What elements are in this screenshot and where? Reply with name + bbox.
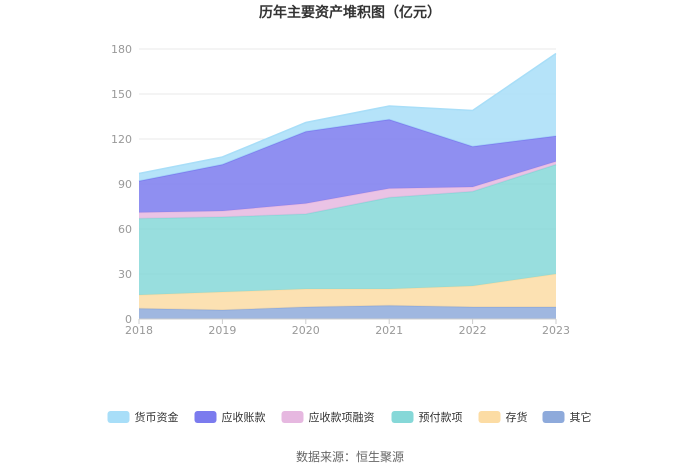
legend-swatch [281,411,304,423]
area-series-4 [139,119,556,213]
legend-item[interactable]: 货币资金 [107,410,179,424]
legend-item[interactable]: 其它 [542,410,592,424]
chart-title: 历年主要资产堆积图（亿元） [259,4,441,21]
y-tick-label: 90 [118,178,132,191]
area-series-1 [139,274,556,310]
area-series-5-edge [138,52,557,175]
legend-item[interactable]: 应收款项融资 [281,410,375,424]
legend-swatch [391,411,414,423]
y-tick-label: 0 [125,313,132,326]
y-tick-label: 180 [111,43,132,56]
y-tick-label: 120 [111,133,132,146]
legend-swatch [478,411,501,423]
legend-swatch [542,411,565,423]
area-series-2 [139,164,556,295]
x-tick-label: 2021 [375,324,403,337]
legend-label: 货币资金 [135,410,179,424]
legend-item[interactable]: 预付款项 [391,410,463,424]
x-tick-label: 2022 [459,324,487,337]
x-tick-label: 2019 [208,324,236,337]
legend-swatch [194,411,217,423]
legend-label: 应收款项融资 [309,410,375,424]
y-tick-label: 150 [111,88,132,101]
legend-item[interactable]: 应收账款 [194,410,266,424]
series-areas [138,52,557,319]
legend-label: 应收账款 [222,410,266,424]
source-note: 数据来源：恒生聚源 [296,449,404,464]
area-series-0 [139,305,556,319]
y-tick-label: 60 [118,223,132,236]
y-tick-label: 30 [118,268,132,281]
legend-label: 存货 [506,410,528,424]
legend-swatch [107,411,130,423]
legend-label: 预付款项 [419,410,463,424]
legend-item[interactable]: 存货 [478,410,528,424]
legend-label: 其它 [570,410,592,424]
x-tick-label: 2020 [292,324,320,337]
axes: 0 30 60 90 120 150 180 2018 2019 2020 2021 2022 2023 [111,43,570,337]
area-series-3 [139,161,556,219]
x-tick-label: 2023 [542,324,570,337]
legend: 货币资金 应收账款 应收款项融资 预付款项 存货 其它 [107,410,592,424]
x-tick-label: 2018 [125,324,153,337]
